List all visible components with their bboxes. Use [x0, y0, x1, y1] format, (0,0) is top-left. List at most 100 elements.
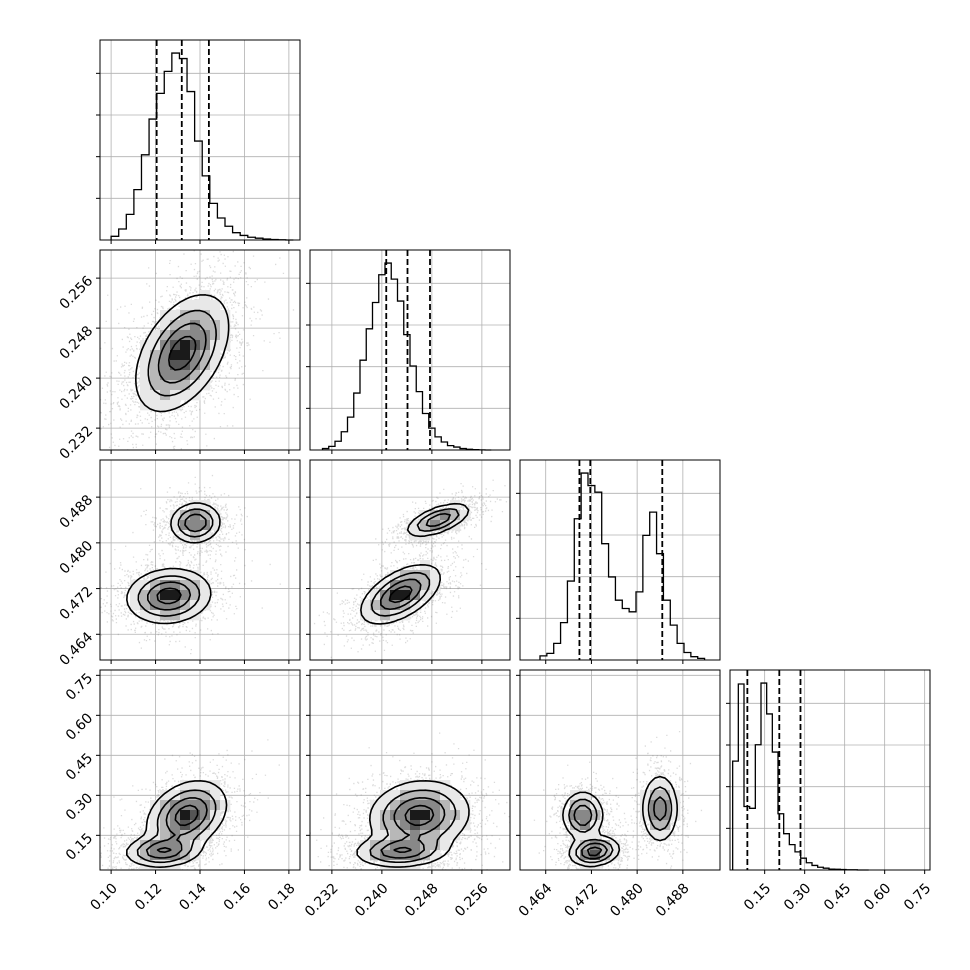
density-cell [580, 810, 591, 821]
density-cell [200, 580, 211, 591]
density-cell [400, 860, 411, 870]
contour-line [125, 780, 228, 868]
density-cell [200, 320, 211, 331]
panel-contents [100, 250, 295, 450]
density-cell [170, 520, 181, 531]
panel-frame [309, 669, 511, 871]
density-cell [430, 800, 441, 811]
density-cell [190, 330, 201, 341]
density-cell [170, 840, 181, 851]
density-cell [190, 320, 201, 331]
density-cell [200, 360, 211, 371]
density-cell [140, 360, 151, 371]
density-cell [430, 790, 441, 801]
contour-line [356, 780, 470, 868]
density-cell [420, 580, 431, 591]
density-cell [180, 840, 191, 851]
density-cell [410, 590, 421, 601]
density-cell [170, 820, 181, 831]
contour-line [573, 796, 667, 860]
density-cell [400, 820, 411, 831]
density-cell [400, 850, 411, 861]
contour-line [369, 789, 457, 864]
density-cell [150, 800, 161, 811]
density-cell [380, 590, 391, 601]
density-cell [400, 790, 411, 801]
density-cell [160, 820, 171, 831]
density-cell [450, 830, 461, 841]
density-cell [420, 510, 431, 521]
density-cell [390, 570, 401, 581]
density-cell [200, 530, 211, 541]
density-cell [380, 860, 391, 870]
density-cell [400, 780, 411, 791]
scatter-panel [306, 669, 511, 874]
contour-line [135, 294, 230, 413]
scatter-panel [516, 669, 721, 874]
density-cell [170, 380, 181, 391]
density-cell [150, 860, 161, 870]
density-cell [190, 590, 201, 601]
density-cell [220, 320, 231, 331]
density-cell [420, 800, 431, 811]
density-cell [190, 840, 201, 851]
density-cell [570, 830, 581, 841]
density-cell [660, 790, 671, 801]
density-cell [430, 840, 441, 851]
density-cell [200, 790, 211, 801]
density-cell [400, 590, 411, 601]
density-cell [640, 810, 651, 821]
contour-line [568, 786, 673, 864]
contour-line [147, 309, 217, 397]
density-cell [440, 830, 451, 841]
density-cell [580, 840, 591, 851]
density-cell [380, 810, 391, 821]
panel-frame [519, 669, 721, 871]
density-cell [440, 520, 451, 531]
density-cell [580, 830, 591, 841]
density-cell [150, 570, 161, 581]
density-cell [180, 370, 191, 381]
histogram-step [110, 52, 294, 241]
density-cell [200, 830, 211, 841]
density-cell [170, 370, 181, 381]
density-cell [410, 790, 421, 801]
density-cell [200, 510, 211, 521]
density-cell [450, 510, 461, 521]
density-cell [130, 840, 141, 851]
panel-frame [519, 459, 721, 661]
density-cell [390, 800, 401, 811]
density-cell [200, 780, 211, 791]
density-cell [140, 600, 151, 611]
density-cell [430, 810, 441, 821]
density-cell [190, 510, 201, 521]
density-cell [440, 510, 451, 521]
density-cell [150, 380, 161, 391]
density-cell [200, 590, 211, 601]
density-cell [190, 350, 201, 361]
density-cell [140, 380, 151, 391]
density-cell [140, 350, 151, 361]
density-cell [430, 580, 441, 591]
density-cell [450, 800, 461, 811]
density-cell [190, 360, 201, 371]
density-cell [660, 830, 671, 841]
density-cell [410, 600, 421, 611]
density-cell [210, 790, 221, 801]
density-cell [170, 790, 181, 801]
density-cell [650, 780, 661, 791]
contour-line [137, 508, 214, 617]
density-cell [160, 850, 171, 861]
density-cell [430, 850, 441, 861]
contour-line [562, 775, 679, 868]
density-cell [460, 810, 471, 821]
density-cell [570, 810, 581, 821]
density-cell [160, 330, 171, 341]
density-cell [420, 790, 431, 801]
density-cell [140, 850, 151, 861]
density-cell [170, 600, 181, 611]
density-cell [160, 320, 171, 331]
density-cell [220, 330, 231, 341]
density-cell [380, 800, 391, 811]
density-cell [210, 330, 221, 341]
